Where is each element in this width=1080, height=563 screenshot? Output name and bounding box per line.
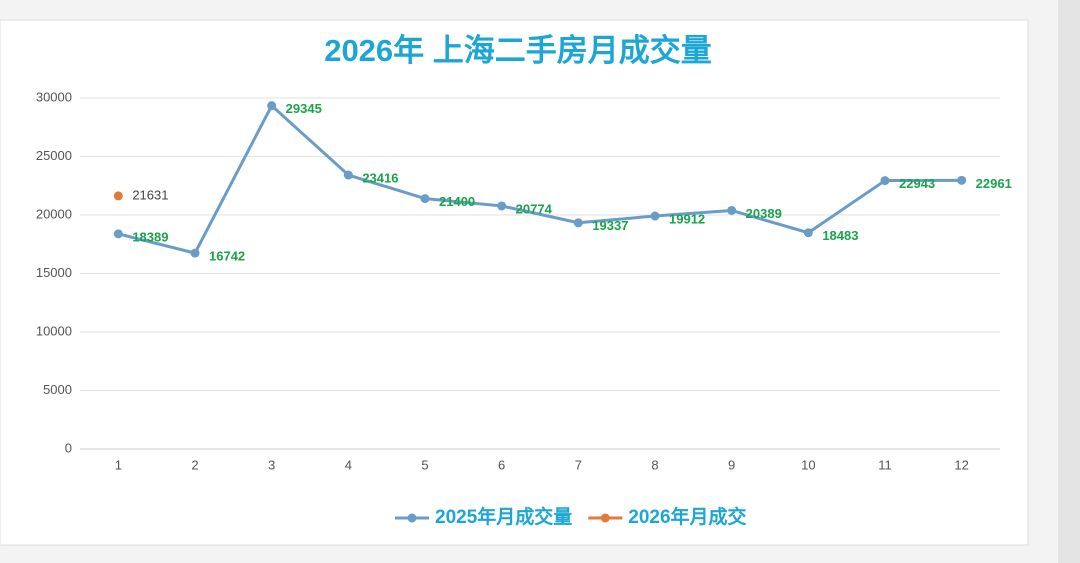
- data-point: [113, 191, 123, 201]
- data-label: 22943: [899, 176, 935, 191]
- data-point: [880, 176, 890, 186]
- data-point: [650, 211, 660, 221]
- data-label: 20389: [746, 206, 782, 221]
- y-tick-label: 5000: [43, 382, 72, 397]
- x-tick-label: 1: [115, 457, 122, 472]
- y-tick-label: 15000: [36, 265, 72, 280]
- data-label: 22961: [976, 176, 1012, 191]
- data-point: [343, 170, 353, 180]
- data-point: [497, 201, 507, 211]
- data-label: 19337: [592, 218, 628, 233]
- y-tick-label: 25000: [36, 148, 72, 163]
- chart-frame: [0, 19, 1029, 546]
- data-label: 21400: [439, 194, 475, 209]
- data-point: [190, 248, 200, 258]
- data-point: [957, 175, 967, 185]
- x-tick-label: 3: [268, 457, 275, 472]
- data-point: [803, 228, 813, 238]
- y-tick-label: 0: [65, 440, 72, 455]
- data-label: 29345: [286, 101, 322, 116]
- data-point: [727, 205, 737, 215]
- side-strip: [1058, 0, 1080, 563]
- data-label: 18483: [822, 228, 858, 243]
- data-label: 20774: [516, 201, 553, 216]
- legend-swatch-dot: [600, 513, 610, 523]
- y-tick-label: 10000: [36, 323, 72, 338]
- x-tick-label: 6: [498, 457, 505, 472]
- data-point: [420, 194, 430, 204]
- x-tick-label: 10: [801, 457, 815, 472]
- data-label: 23416: [362, 170, 398, 185]
- x-tick-label: 9: [728, 457, 735, 472]
- data-point: [573, 218, 583, 228]
- chart-title: 2026年 上海二手房月成交量: [324, 33, 712, 68]
- data-label: 16742: [209, 249, 245, 264]
- x-tick-label: 12: [954, 457, 968, 472]
- legend-label: 2025年月成交量: [435, 505, 572, 528]
- y-tick-label: 20000: [36, 206, 72, 221]
- y-tick-label: 30000: [36, 89, 72, 104]
- series-line: [117, 104, 962, 255]
- legend-swatch-dot: [407, 513, 417, 523]
- x-tick-label: 5: [421, 457, 428, 472]
- x-tick-label: 7: [575, 457, 582, 472]
- data-label: 21631: [132, 187, 168, 202]
- data-label: 19912: [669, 211, 705, 226]
- legend-label: 2026年月成交: [628, 505, 746, 528]
- x-tick-label: 2: [191, 457, 198, 472]
- data-point: [113, 229, 123, 239]
- x-tick-label: 4: [345, 457, 352, 472]
- data-point: [267, 101, 277, 111]
- x-tick-label: 8: [651, 457, 658, 472]
- x-tick-label: 11: [878, 457, 892, 472]
- data-label: 18389: [132, 229, 168, 244]
